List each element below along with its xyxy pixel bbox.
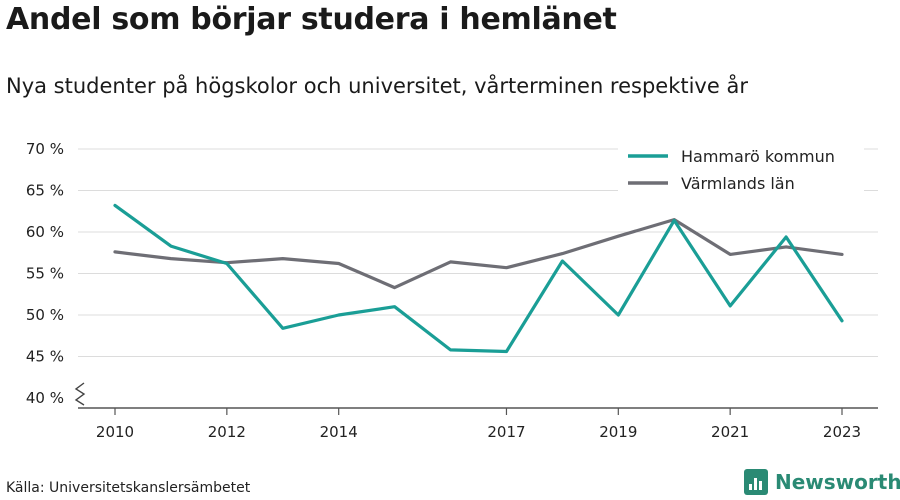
newsworthy-bar-chart-icon <box>744 469 768 495</box>
y-tick-label: 55 % <box>26 265 64 283</box>
y-tick-label: 65 % <box>26 182 64 200</box>
legend-label: Värmlands län <box>681 174 795 193</box>
y-tick-label: 45 % <box>26 348 64 366</box>
x-tick-label: 2021 <box>711 423 749 441</box>
x-tick-label: 2023 <box>823 423 861 441</box>
source-note: Källa: Universitetskanslersämbetet <box>6 480 251 496</box>
y-tick-label: 60 % <box>26 223 64 241</box>
brand-name: Newsworthy <box>775 470 900 494</box>
x-axis <box>74 382 878 409</box>
y-tick-label: 70 % <box>26 140 64 158</box>
y-axis-tick-labels: 40 % 45 % 50 % 55 % 60 % 65 % 70 % <box>26 140 64 407</box>
x-tick-label: 2012 <box>208 423 246 441</box>
brand-logo: Newsworthy <box>744 468 900 496</box>
series-lines <box>113 203 844 354</box>
x-tick-label: 2014 <box>320 423 358 441</box>
series-line-hammaro-kommun <box>113 203 844 354</box>
axis-break-icon <box>74 382 86 406</box>
legend: Hammarö kommun Värmlands län <box>618 142 864 193</box>
chart-title: Andel som börjar studera i hemlänet <box>6 2 617 37</box>
x-tick-label: 2017 <box>487 423 525 441</box>
y-tick-label: 40 % <box>26 389 64 407</box>
series-line-varmlands-lan <box>113 218 844 290</box>
legend-label: Hammarö kommun <box>681 147 835 166</box>
chart-subtitle: Nya studenter på högskolor och universit… <box>6 74 748 98</box>
x-tick-label: 2010 <box>96 423 134 441</box>
x-axis-tick-labels: 2010 2012 2014 2017 2019 2021 2023 <box>96 408 861 441</box>
x-tick-label: 2019 <box>599 423 637 441</box>
y-tick-label: 50 % <box>26 306 64 324</box>
